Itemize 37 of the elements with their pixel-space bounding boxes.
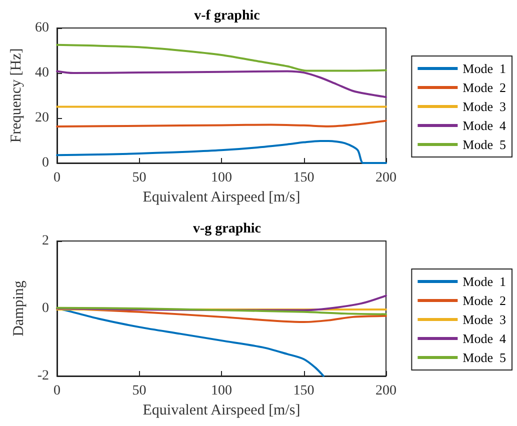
x-tick-label: 200 (376, 170, 396, 186)
y-axis-title: Damping (10, 280, 27, 336)
x-tick-label: 100 (211, 384, 232, 398)
legend-label: Mode 5 (462, 350, 506, 365)
chart-title: v-g graphic (192, 222, 262, 236)
y-tick-label: 40 (35, 66, 49, 80)
x-tick-label: 150 (293, 384, 314, 398)
line-series (56, 70, 387, 98)
legend-label: Mode 4 (462, 118, 506, 133)
legend-label: Mode 4 (462, 331, 506, 346)
x-tick-label: 0 (54, 170, 60, 186)
legend-label: Mode 2 (462, 293, 506, 308)
x-tick-label: 0 (54, 384, 60, 398)
legend-label: Mode 3 (462, 312, 506, 327)
y-tick-label: 0 (42, 156, 49, 170)
legend-label: Mode 2 (462, 80, 506, 95)
line-series (56, 294, 387, 312)
y-axis-title: Frequency [Hz] (8, 48, 25, 143)
legend-label: Mode 1 (462, 274, 506, 289)
y-tick-label: -2 (37, 368, 49, 384)
x-tick-label: 150 (293, 170, 314, 186)
y-tick-label: 0 (42, 301, 49, 316)
x-tick-label: 100 (211, 170, 232, 186)
x-tick-label: 200 (376, 384, 396, 398)
x-tick-label: 50 (132, 170, 146, 186)
x-axis-title: Equivalent Airspeed [m/s] (142, 402, 300, 418)
legend-label: Mode 5 (462, 137, 506, 152)
chart-title: v-f graphic (194, 8, 260, 24)
y-tick-label: 60 (35, 20, 49, 36)
x-axis-title: Equivalent Airspeed [m/s] (142, 189, 300, 206)
legend-label: Mode 1 (462, 61, 506, 76)
legend-label: Mode 3 (462, 99, 506, 114)
y-tick-label: 2 (42, 234, 49, 248)
line-series (56, 306, 387, 316)
line-series (56, 44, 387, 72)
y-tick-label: 20 (35, 110, 49, 126)
x-tick-label: 50 (132, 384, 146, 398)
